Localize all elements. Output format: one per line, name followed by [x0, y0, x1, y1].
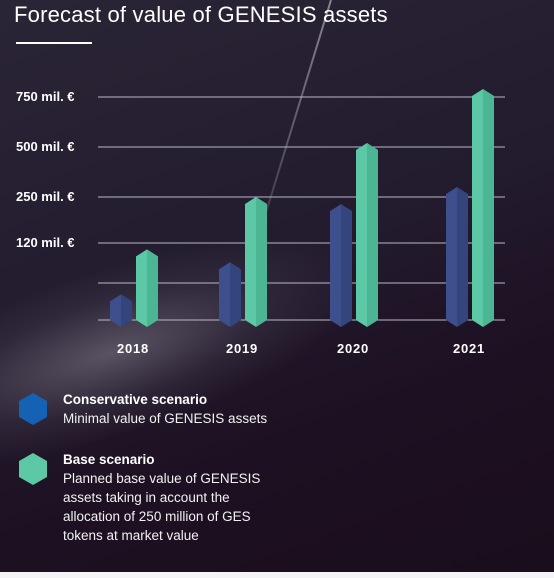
x-tick-label: 2021: [453, 341, 485, 356]
legend-description: Planned base value of GENESIS assets tak…: [63, 471, 261, 543]
bar-shade: [367, 143, 378, 327]
bar: [446, 187, 468, 327]
x-tick-label: 2020: [337, 341, 369, 356]
bar: [136, 249, 158, 327]
bar-shade: [457, 187, 468, 327]
y-tick-label: 120 mil. €: [16, 235, 75, 250]
bar: [219, 262, 241, 327]
legend-title: Conservative scenario: [63, 392, 208, 407]
bar: [330, 204, 352, 327]
bar: [110, 294, 132, 327]
x-tick-label: 2019: [226, 341, 258, 356]
bar: [245, 197, 267, 327]
y-tick-label: 500 mil. €: [16, 139, 75, 154]
bar-shade: [230, 262, 241, 327]
y-tick-label: 750 mil. €: [16, 89, 75, 104]
y-tick-label: 250 mil. €: [16, 189, 75, 204]
x-tick-label: 2018: [117, 341, 149, 356]
bar: [472, 89, 494, 327]
bar: [356, 143, 378, 327]
bottom-strip: [0, 572, 554, 578]
title-underline: [16, 42, 92, 44]
legend-title: Base scenario: [63, 452, 155, 467]
bar-chart: 120 mil. € 250 mil. € 500 mil. € 750 mil. €…: [16, 89, 505, 356]
bars: [110, 89, 494, 327]
hexagon-icon: [19, 453, 47, 485]
legend-description: Minimal value of GENESIS assets: [63, 411, 268, 426]
bar-shade: [256, 197, 267, 327]
bar-shade: [147, 249, 158, 327]
grid-lines: [98, 96, 505, 321]
bar-shade: [341, 204, 352, 327]
bar-shade: [121, 294, 132, 327]
bar-shade: [483, 89, 494, 327]
axis-labels: 120 mil. € 250 mil. € 500 mil. € 750 mil. €…: [16, 89, 485, 356]
chart-title: Forecast of value of GENESIS assets: [14, 2, 388, 27]
hexagon-icon: [19, 393, 47, 425]
